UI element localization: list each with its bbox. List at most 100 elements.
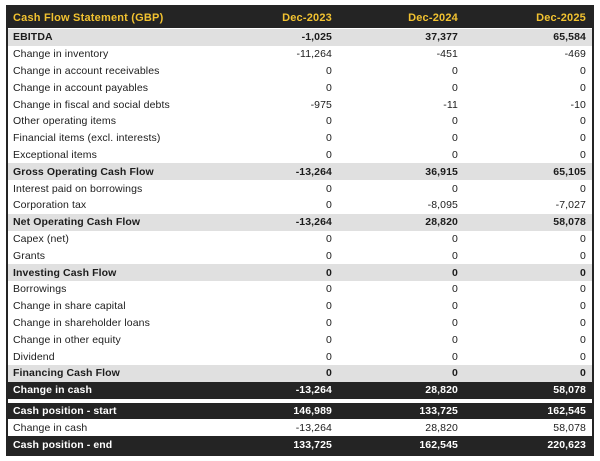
row-value: 0 [580,232,586,245]
row-value: 65,584 [553,31,586,44]
row-value: 0 [326,232,332,245]
row-value: -7,027 [555,199,586,212]
table-row: Financing Cash Flow 0 0 0 [8,364,592,382]
row-value: 0 [452,115,458,128]
table-row: Cash position - end 133,725 162,545 220,623 [8,436,592,453]
row-value: 28,820 [425,421,458,434]
row-label: EBITDA [13,31,53,44]
table-row: Net Operating Cash Flow -13,264 28,820 58,0… [8,213,592,231]
row-value: -11 [443,98,458,111]
cash-flow-statement-table: Cash Flow Statement (GBP) Dec-2023 Dec-2… [6,5,594,456]
table-row: Investing Cash Flow 0 0 0 [8,264,592,281]
column-header-dec-2024: Dec-2024 [408,11,458,24]
table-row: Corporation tax 0 -8,095 -7,027 [8,196,592,214]
row-label: Change in account payables [13,81,149,94]
row-value: 58,078 [553,216,586,229]
row-value: -13,264 [295,421,332,434]
column-header-dec-2025: Dec-2025 [536,11,586,24]
table-row: Change in cash -13,264 28,820 58,078 [8,381,592,399]
row-label: Change in cash [13,384,93,397]
row-value: 0 [326,316,332,329]
table-row: Change in share capital 0 0 0 [8,297,592,315]
table-row: Other operating items 0 0 0 [8,112,592,130]
row-value: 0 [580,283,586,296]
row-value: 133,725 [419,404,458,417]
row-value: 0 [452,232,458,245]
row-label: Cash position - end [13,438,113,451]
table-row: Financial items (excl. interests) 0 0 0 [8,129,592,147]
row-value: 0 [580,300,586,313]
table-row: EBITDA -1,025 37,377 65,584 [8,29,592,46]
row-value: 0 [326,367,332,380]
row-value: 0 [580,350,586,363]
row-value: -13,264 [295,384,332,397]
row-value: 0 [580,316,586,329]
row-value: 0 [452,182,458,195]
row-value: 0 [452,316,458,329]
table-row: Change in shareholder loans 0 0 0 [8,314,592,332]
row-value: -1,025 [301,31,332,44]
row-value: -13,264 [295,165,332,178]
row-label: Cash position - start [13,404,117,417]
table-row: Change in inventory -11,264 -451 -469 [8,45,592,63]
row-value: 0 [580,148,586,161]
row-value: 28,820 [425,216,458,229]
row-value: -10 [570,98,586,111]
row-value: 0 [326,81,332,94]
row-value: 0 [326,199,332,212]
row-value: 162,545 [419,438,458,451]
row-label: Other operating items [13,115,117,128]
table-row: Exceptional items 0 0 0 [8,146,592,164]
row-value: 0 [580,182,586,195]
row-label: Change in cash [13,421,88,434]
table-row: Grants 0 0 0 [8,247,592,265]
row-value: 0 [326,266,332,279]
row-label: Change in fiscal and social debts [13,98,170,111]
row-value: 36,915 [425,165,458,178]
row-label: Change in account receivables [13,64,160,77]
row-label: Change in shareholder loans [13,316,150,329]
row-value: -451 [436,48,458,61]
row-value: 0 [580,64,586,77]
table-row: Change in account payables 0 0 0 [8,79,592,97]
column-header-dec-2023: Dec-2023 [282,11,332,24]
row-label: Change in other equity [13,333,121,346]
row-value: 0 [452,350,458,363]
table-row: Dividend 0 0 0 [8,348,592,365]
table-body: EBITDA -1,025 37,377 65,584 Change in invent… [8,29,592,399]
row-value: 133,725 [293,438,332,451]
row-label: Exceptional items [13,148,97,161]
row-label: Grants [13,249,46,262]
row-value: 0 [580,249,586,262]
row-value: 220,623 [547,438,586,451]
row-value: 0 [326,333,332,346]
table-row: Change in account receivables 0 0 0 [8,62,592,80]
row-value: 0 [580,367,586,380]
row-label: Corporation tax [13,199,87,212]
row-value: 0 [326,283,332,296]
row-value: 0 [580,132,586,145]
row-value: -469 [564,48,586,61]
row-label: Gross Operating Cash Flow [13,165,154,178]
row-value: 0 [580,333,586,346]
row-value: 0 [580,81,586,94]
row-value: 0 [452,283,458,296]
row-value: 0 [452,64,458,77]
table-row: Cash position - start 146,989 133,725 162,5… [8,402,592,420]
cash-position-summary: Cash position - start 146,989 133,725 162,5… [8,402,592,453]
table-header-row: Cash Flow Statement (GBP) Dec-2023 Dec-2… [8,7,592,29]
row-value: 0 [452,148,458,161]
row-label: Dividend [13,350,55,363]
row-label: Interest paid on borrowings [13,182,143,195]
row-value: 0 [326,132,332,145]
row-value: 0 [452,300,458,313]
row-label: Net Operating Cash Flow [13,216,141,229]
row-value: 58,078 [553,421,586,434]
row-value: 0 [326,182,332,195]
row-value: 0 [452,132,458,145]
row-value: 0 [580,115,586,128]
table-row: Change in fiscal and social debts -975 -11… [8,96,592,113]
row-value: 146,989 [293,404,332,417]
row-label: Change in share capital [13,300,126,313]
row-label: Financing Cash Flow [13,367,120,380]
